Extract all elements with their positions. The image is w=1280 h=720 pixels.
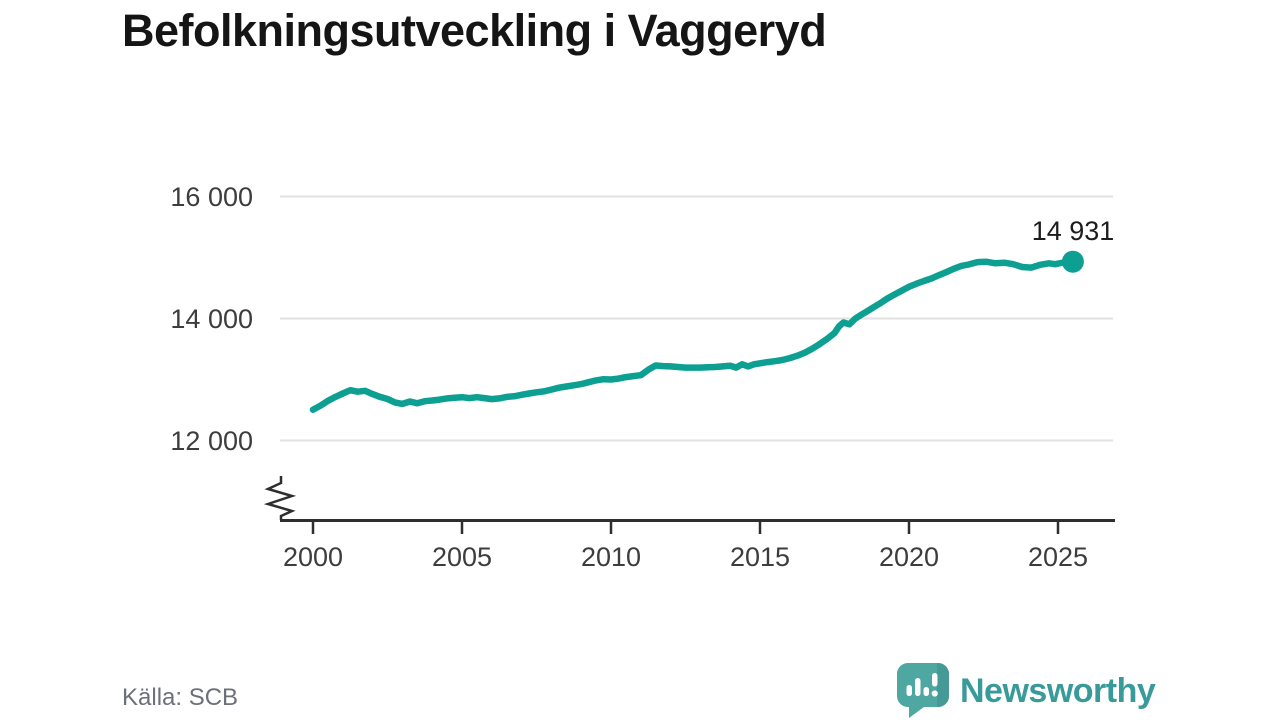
newsworthy-branding: Newsworthy (897, 663, 1156, 719)
newsworthy-speech-bubble-chart-icon (897, 663, 949, 718)
x-tick-label: 2000 (283, 542, 343, 572)
chart-title: Befolkningsutveckling i Vaggeryd (122, 5, 827, 56)
x-tick-label: 2005 (432, 542, 492, 572)
end-value-label: 14 931 (1031, 216, 1115, 246)
brand-name: Newsworthy (960, 671, 1156, 710)
x-tick-label: 2025 (1028, 542, 1088, 572)
x-tick-label: 2020 (879, 542, 939, 572)
y-tick-label: 12 000 (170, 426, 253, 456)
y-tick-label: 14 000 (170, 304, 253, 334)
x-axis-labels: 2000 2005 2010 2015 2020 2025 (283, 542, 1088, 572)
population-line (309, 258, 1077, 413)
source-note: Källa: SCB (122, 684, 239, 711)
axis-break-icon (263, 476, 297, 520)
end-point-dot (1061, 250, 1084, 273)
x-axis-ticks (311, 520, 1060, 534)
x-tick-label: 2015 (730, 542, 790, 572)
y-axis-labels: 16 000 14 000 12 000 (170, 182, 253, 456)
y-tick-label: 16 000 (170, 182, 253, 212)
gridlines (280, 195, 1113, 442)
x-tick-label: 2010 (581, 542, 641, 572)
